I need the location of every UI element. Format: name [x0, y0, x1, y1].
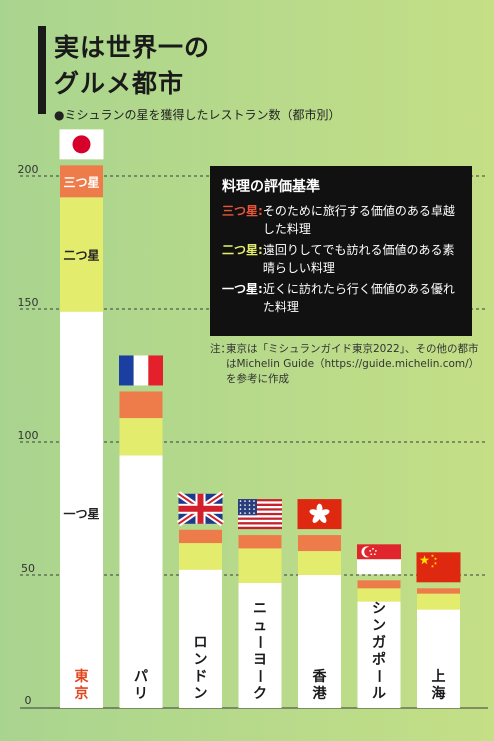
- category-label-char: ー: [251, 669, 267, 683]
- bar-segment: [417, 588, 460, 594]
- source-note: 注： 東京は「ミシュランガイド東京2022」、その他の都市はMichelin G…: [210, 342, 486, 387]
- y-tick-label: 100: [18, 429, 39, 442]
- criteria-item-one-star: 一つ星: 近くに訪れたら行く価値のある優れた料理: [222, 280, 462, 316]
- criteria-text-three-star: そのために旅行する価値のある卓越した料理: [262, 204, 455, 236]
- bar-segment: [357, 580, 401, 589]
- singapore-flag: [357, 544, 401, 575]
- china-flag: [416, 552, 461, 583]
- category-label: ニュヨク: [253, 601, 267, 702]
- criteria-item-three-star: 三つ星: そのために旅行する価値のある卓越した料理: [222, 202, 462, 238]
- y-tick-label: 200: [18, 163, 39, 176]
- bar-segment: [119, 391, 163, 419]
- bar-segment: [357, 588, 401, 602]
- bar-segment: [238, 582, 282, 708]
- france-flag: [119, 355, 163, 386]
- criteria-legend-box: 料理の評価基準 三つ星: そのために旅行する価値のある卓越した料理 二つ星: 遠…: [210, 166, 472, 336]
- bar-segment: [298, 575, 341, 708]
- category-label: 香港: [312, 668, 328, 702]
- criteria-label-two-star: 二つ星: [222, 243, 259, 257]
- criteria-label-three-star: 三つ星: [222, 204, 259, 218]
- criteria-label-one-star: 一つ星: [222, 282, 259, 296]
- criteria-item-two-star: 二つ星: 遠回りしてでも訪れる価値のある素晴らしい料理: [222, 241, 462, 277]
- bar-segment: [60, 197, 103, 312]
- hongkong-flag: [297, 499, 342, 530]
- bar-segment: [298, 551, 341, 575]
- y-tick-label: 50: [21, 562, 35, 575]
- note-prefix: 注：: [210, 343, 231, 355]
- usa-flag: [238, 499, 282, 530]
- category-label: ロンドン: [194, 635, 208, 702]
- bar-segment: [298, 535, 341, 552]
- bar-segment: [179, 529, 222, 544]
- criteria-text-one-star: 近くに訪れたら行く価値のある優れた料理: [262, 282, 455, 314]
- criteria-title: 料理の評価基準: [222, 179, 320, 195]
- category-label-char: ー: [370, 669, 386, 683]
- category-label-char: ー: [251, 635, 267, 649]
- bar-segment: [60, 165, 103, 198]
- category-label: 東京: [75, 668, 89, 702]
- category-label: パリ: [134, 669, 148, 702]
- chart-subtitle: ●ミシュランの星を獲得したレストラン数（都市別）: [54, 108, 341, 122]
- bar-segment: [60, 311, 103, 708]
- segment-label: 一つ星: [63, 507, 99, 521]
- y-tick-label: 150: [18, 296, 39, 309]
- criteria-colon: :: [258, 282, 263, 296]
- category-label: シンガポル: [372, 601, 386, 702]
- criteria-text-two-star: 遠回りしてでも訪れる価値のある素晴らしい料理: [262, 243, 455, 275]
- bar-segment: [238, 535, 282, 549]
- criteria-colon: :: [258, 243, 263, 257]
- bar-segment: [417, 593, 460, 610]
- y-tick-label: 0: [25, 694, 32, 707]
- category-label: 上海: [432, 669, 446, 702]
- bar-segment: [357, 601, 401, 708]
- uk-flag: [176, 491, 225, 527]
- bar-segment: [119, 418, 163, 456]
- bar-segment: [179, 543, 222, 570]
- note-text: 東京は「ミシュランガイド東京2022」、その他の都市はMichelin Guid…: [226, 343, 480, 385]
- page-title-line1: 実は世界一の: [54, 33, 211, 62]
- bar-segment: [417, 609, 460, 708]
- segment-label: 二つ星: [63, 248, 99, 262]
- japan-flag: [59, 129, 104, 160]
- bar-segment: [238, 548, 282, 583]
- bar-segment: [119, 455, 163, 708]
- criteria-colon: :: [258, 204, 263, 218]
- title-accent-bar: [38, 26, 46, 114]
- bar-segment: [179, 569, 222, 708]
- segment-label: 三つ星: [63, 175, 99, 189]
- page-title-line2: グルメ都市: [54, 69, 185, 98]
